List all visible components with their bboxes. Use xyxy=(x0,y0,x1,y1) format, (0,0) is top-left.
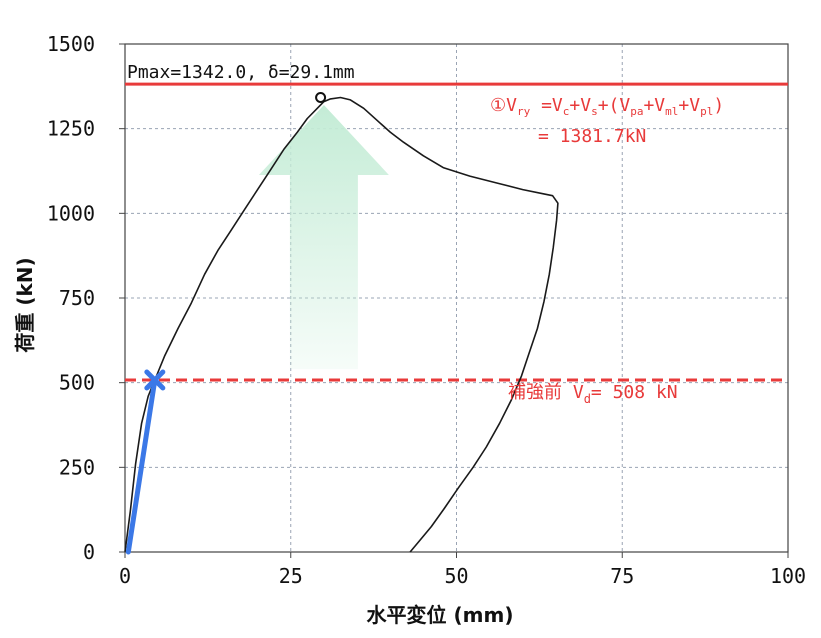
x-tick-label: 0 xyxy=(119,564,131,588)
x-tick-label: 75 xyxy=(610,564,634,588)
y-tick-label: 500 xyxy=(59,371,95,395)
y-tick-label: 1500 xyxy=(47,32,95,56)
formula-line-2: = 1381.7kN xyxy=(538,126,646,147)
arrow-shape xyxy=(258,104,389,370)
x-tick-label: 25 xyxy=(279,564,303,588)
reference-lines xyxy=(125,82,788,382)
initial-stiffness-line xyxy=(125,377,158,555)
x-axis-title: 水平変位 (mm) xyxy=(367,603,514,627)
y-tick-label: 750 xyxy=(59,286,95,310)
pre-reinforcement-label: 補強前 Vd= 508 kN xyxy=(508,382,678,406)
series-group xyxy=(124,96,559,555)
x-tick-labels: 0 25 50 75 100 xyxy=(119,552,806,588)
up-arrow xyxy=(258,104,389,370)
yield-marker xyxy=(144,369,166,391)
y-tick-label: 1000 xyxy=(47,201,95,225)
markers xyxy=(144,92,327,391)
y-tick-label: 0 xyxy=(83,540,95,564)
load-displacement-curve xyxy=(124,96,559,553)
y-axis-title: 荷重 (kN) xyxy=(13,257,37,352)
peak-label: Pmax=1342.0, δ=29.1mm xyxy=(127,62,355,83)
peak-marker xyxy=(315,92,327,104)
y-tick-label: 250 xyxy=(59,455,95,479)
y-tick-label: 1250 xyxy=(47,117,95,141)
y-tick-labels: 0 250 500 750 1000 1250 1500 xyxy=(47,32,125,564)
x-tick-label: 50 xyxy=(444,564,468,588)
formula-line-1: ①Vry =Vc+Vs+(Vpa+Vml+Vpl) xyxy=(490,95,724,118)
grid xyxy=(124,43,789,553)
x-tick-label: 100 xyxy=(770,564,806,588)
